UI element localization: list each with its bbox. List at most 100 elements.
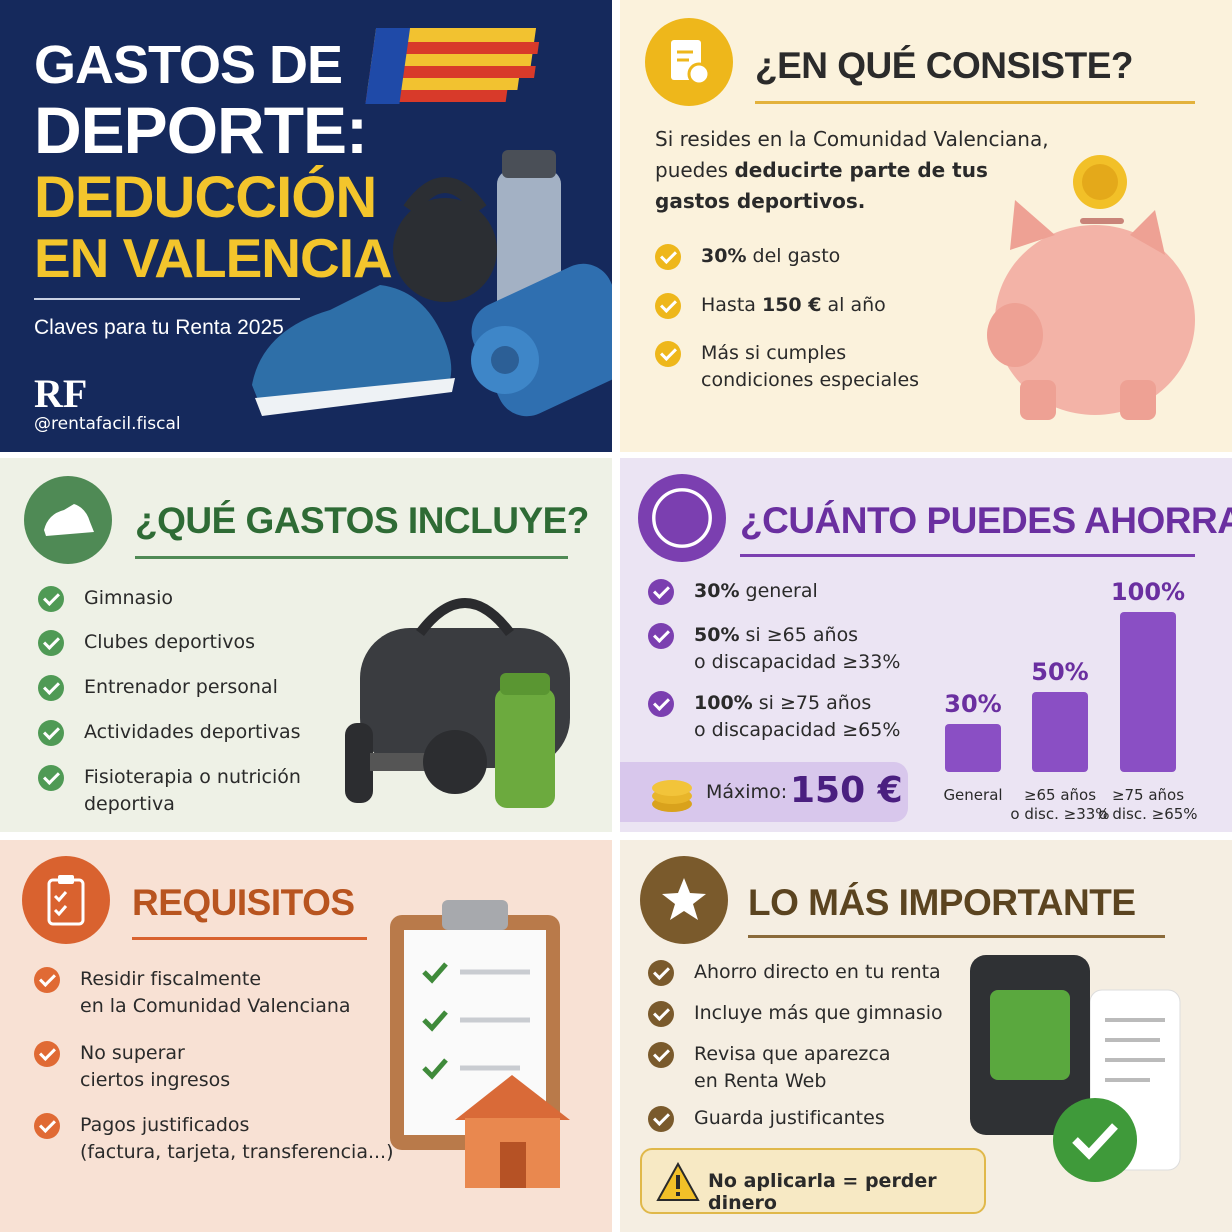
list-item: Entrenador personal [38, 674, 278, 701]
check-icon [38, 765, 64, 791]
title-rule [132, 937, 367, 940]
text: al año [821, 294, 886, 316]
shape [1105, 1018, 1165, 1082]
phone-art [970, 955, 1181, 1182]
text: en Renta Web [694, 1070, 827, 1092]
list-item: Clubes deportivos [38, 629, 255, 656]
hero-highlight: DEDUCCIÓN [34, 165, 377, 230]
shape [369, 66, 536, 78]
shape [422, 962, 448, 1080]
requisitos-panel: REQUISITOS Residir fiscalmente en la Comu… [0, 840, 612, 1232]
section-title: REQUISITOS [132, 882, 355, 923]
text: Entrenador personal [84, 676, 278, 698]
star-icon [662, 878, 706, 920]
bar-label: 100% [1111, 578, 1185, 606]
bar-category: General [943, 786, 1002, 804]
shape [1053, 1098, 1137, 1182]
text: Fisioterapia o nutrición [84, 766, 301, 788]
check-icon [34, 967, 60, 993]
shape [47, 878, 85, 926]
shape [423, 730, 487, 794]
warning-icon [656, 1162, 700, 1201]
shape [58, 875, 74, 884]
text: Incluye más que gimnasio [694, 1002, 943, 1024]
shape [442, 900, 508, 930]
text: o discapacidad ≥33% [694, 651, 901, 673]
bar-label: 50% [1031, 658, 1088, 686]
warning-text: No aplicarla = perder dinero [708, 1170, 937, 1214]
intro: Si resides en la Comunidad Valenciana, p… [655, 124, 1055, 217]
bar-label: 30% [944, 690, 1001, 718]
text: o discapacidad ≥65% [694, 719, 901, 741]
bar-category: o disc. ≥65% [1098, 805, 1197, 823]
max-label: Máximo: [706, 781, 788, 803]
list-item: 30% del gasto [655, 243, 840, 270]
bar-category: ≥65 años [1024, 786, 1096, 804]
check-icon [38, 586, 64, 612]
list-item: Actividades deportivas [38, 719, 301, 746]
list-item: Residir fiscalmente en la Comunidad Valen… [34, 966, 351, 1020]
shape [460, 969, 530, 1071]
text: si ≥65 años [739, 624, 859, 646]
text: Ahorro directo en tu renta [694, 961, 941, 983]
clipboard-art [390, 900, 570, 1188]
list-item: 100% si ≥75 años o discapacidad ≥65% [648, 690, 900, 744]
warning-box: No aplicarla = perder dinero [640, 1148, 986, 1214]
shape [1082, 164, 1118, 200]
hero-rule [34, 298, 300, 300]
shape [1020, 380, 1056, 420]
text: deportiva [84, 793, 175, 815]
handle: @rentafacil.fiscal [34, 414, 181, 434]
bar [1032, 692, 1088, 772]
text: 50% [694, 624, 740, 646]
text: Actividades deportivas [84, 721, 301, 743]
shape [455, 1075, 570, 1120]
text: del gasto [746, 245, 841, 267]
icon [22, 856, 110, 944]
piggy-bank [987, 155, 1195, 420]
list-item: 50% si ≥65 años o discapacidad ≥33% [648, 622, 900, 676]
text: Pagos justificados [80, 1114, 250, 1136]
list-item: Hasta 150 € al año [655, 292, 886, 319]
shape [255, 378, 455, 416]
list-item: Más si cumples condiciones especiales [655, 340, 941, 394]
shape [403, 177, 487, 215]
list-item: Ahorro directo en tu renta [648, 959, 941, 986]
title-rule [135, 556, 568, 559]
shape [491, 346, 519, 374]
bar-category: ≥75 años [1112, 786, 1184, 804]
max-box: Máximo: 150 € [620, 762, 908, 822]
shape [687, 62, 711, 86]
importante-panel: LO MÁS IMPORTANTE Ahorro directo en tu r… [620, 840, 1232, 1232]
list-item: Pagos justificados (factura, tarjeta, tra… [34, 1112, 394, 1166]
shape [367, 78, 520, 90]
list-item: Revisa que aparezca en Renta Web [648, 1041, 890, 1095]
text: Guarda justificantes [694, 1107, 885, 1129]
logo: RF [34, 371, 88, 416]
list-item: 30% general [648, 578, 818, 605]
check-icon [655, 341, 681, 367]
title-rule [755, 101, 1195, 104]
shape [372, 42, 540, 54]
euro-icon [652, 488, 712, 548]
bar-category: o disc. ≥33% [1010, 805, 1109, 823]
bar [945, 724, 1001, 772]
shape [393, 198, 497, 302]
clipboard-icon [47, 875, 85, 926]
shape [53, 891, 68, 917]
text: (factura, tarjeta, transferencia...) [80, 1141, 394, 1163]
shape [416, 598, 514, 637]
check-icon [655, 244, 681, 270]
shape [370, 54, 533, 66]
shape [365, 28, 411, 104]
text: 30% [701, 245, 747, 267]
list-item: Gimnasio [38, 585, 173, 612]
max-value: 150 € [790, 770, 903, 811]
hero-highlight: EN VALENCIA [34, 227, 393, 289]
shoe-icon [44, 504, 94, 536]
shape [365, 90, 508, 102]
bar [1120, 612, 1176, 772]
list-item: No superar ciertos ingresos [34, 1040, 230, 1094]
hero-art [252, 28, 612, 417]
gym-art [345, 598, 570, 808]
